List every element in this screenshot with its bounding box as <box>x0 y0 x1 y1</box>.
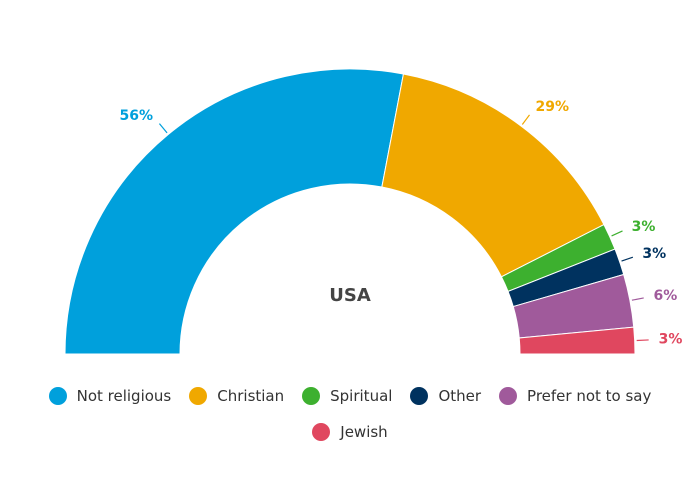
legend-item: Other <box>410 386 481 406</box>
legend-swatch <box>312 423 331 441</box>
legend-swatch <box>302 387 321 405</box>
legend-label: Other <box>438 387 482 405</box>
legend-item: Prefer not to say <box>499 386 651 406</box>
legend-item: Jewish <box>312 422 388 442</box>
leader-line <box>631 297 644 301</box>
legend-label: Jewish <box>340 423 388 441</box>
value-label: 3% <box>642 246 666 262</box>
legend-item: Not religious <box>48 386 172 406</box>
value-label: 3% <box>659 331 683 347</box>
legend-item: Spiritual <box>302 386 392 406</box>
donut-segment <box>518 326 636 355</box>
leader-line <box>636 339 649 342</box>
value-label: 6% <box>654 288 678 304</box>
legend-swatch <box>189 387 208 405</box>
legend-label: Prefer not to say <box>527 387 652 405</box>
donut-segment <box>64 68 404 355</box>
legend-swatch <box>48 387 67 405</box>
value-label: 56% <box>120 108 154 124</box>
legend-label: Not religious <box>76 387 172 405</box>
legend-item: Christian <box>189 386 284 406</box>
value-label: 29% <box>536 99 570 115</box>
chart: USA 56% 29% 3% 3% 6% 3% <box>64 68 683 355</box>
leader-line <box>158 123 168 134</box>
legend-swatch <box>410 387 429 405</box>
legend-label: Spiritual <box>330 387 393 405</box>
legend-label: Christian <box>217 387 285 405</box>
leader-line <box>611 230 623 237</box>
leader-line <box>621 256 634 262</box>
value-label: 3% <box>632 219 656 235</box>
legend: Not religious Christian Spiritual Other Pref… <box>40 386 660 442</box>
center-label: USA <box>329 285 371 306</box>
leader-line <box>521 114 531 125</box>
legend-swatch <box>499 387 518 405</box>
